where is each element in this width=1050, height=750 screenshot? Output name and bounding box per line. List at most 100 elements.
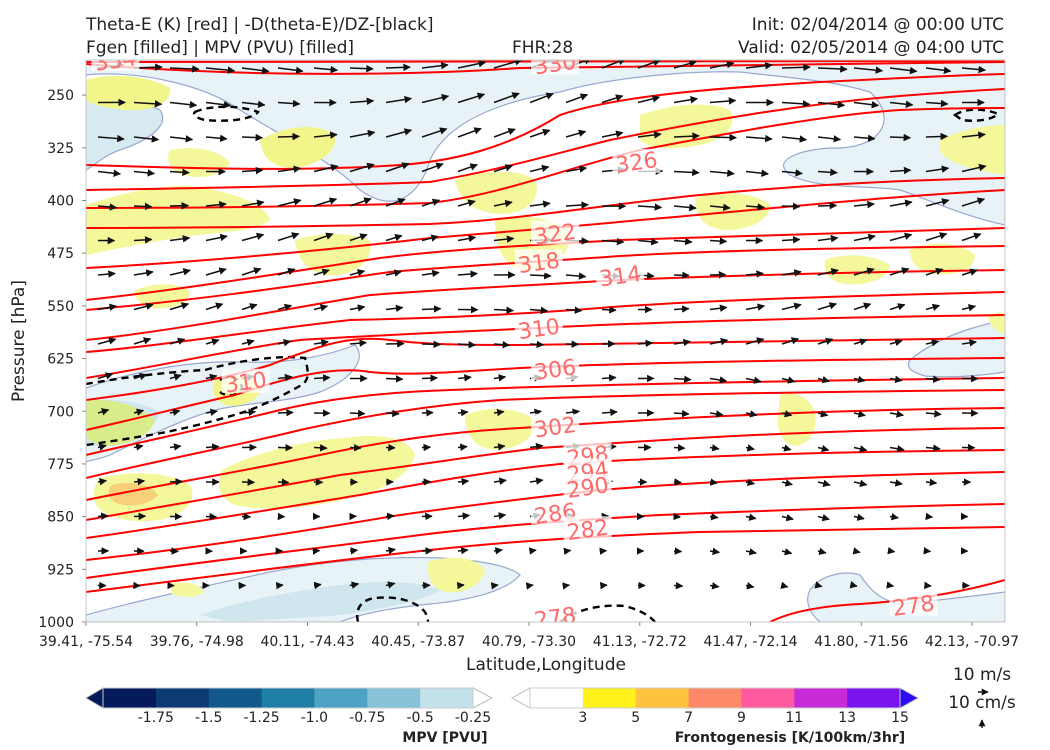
wind-vector	[886, 581, 895, 589]
wind-vector	[781, 376, 796, 384]
wind-vector	[709, 169, 735, 177]
wind-vector	[457, 60, 487, 69]
wind-vector	[169, 302, 190, 311]
fgen-region	[86, 75, 171, 111]
x-axis-label: Latitude,Longitude	[466, 655, 626, 675]
wind-vector	[781, 100, 811, 108]
wind-vector	[853, 479, 868, 488]
wind-vector	[205, 100, 232, 109]
wind-vector	[853, 410, 866, 418]
wind-vector	[709, 60, 735, 69]
fgen-colorbar-label: Frontogenesis [K/100km/3hr]	[675, 730, 905, 746]
mpv-colorbar-label: MPV [PVU]	[402, 730, 487, 746]
wind-vector	[349, 269, 366, 277]
wind-vector	[565, 165, 588, 173]
fgen-region	[910, 243, 975, 275]
fgen-colorbar-bin	[847, 688, 901, 708]
wind-vector	[205, 338, 220, 346]
wind-vector	[313, 65, 339, 74]
x-tick-label: 41.47, -72.14	[703, 634, 797, 650]
wind-vector	[385, 197, 406, 207]
wind-vector	[313, 581, 322, 590]
wind-vector	[421, 234, 439, 242]
stability-contour	[952, 108, 1001, 122]
wind-vector	[97, 478, 108, 486]
x-axis: 39.41, -75.54 39.76, -74.98 40.11, -74.43 4…	[39, 622, 1019, 650]
wind-vector	[313, 197, 338, 207]
wind-vector	[849, 581, 858, 589]
x-tick-label: 40.45, -73.87	[371, 634, 465, 650]
wind-vector	[673, 203, 697, 212]
wind-vector	[493, 547, 503, 555]
contour-label-bg	[531, 60, 580, 75]
contour-label-bg	[531, 220, 580, 245]
wind-vector	[709, 203, 731, 212]
wind-vector	[493, 408, 505, 417]
wind-vector	[817, 302, 838, 311]
wind-vector	[781, 548, 793, 556]
wind-vector	[817, 479, 831, 487]
fgen-colorbar-tick: 3	[578, 710, 587, 726]
valid-time: Valid: 02/05/2014 @ 04:00 UTC	[738, 38, 1004, 58]
wind-vector	[457, 234, 477, 243]
wind-vector	[277, 132, 300, 141]
wind-vector	[781, 269, 802, 277]
theta-e-line	[86, 61, 1005, 75]
wind-vector	[349, 339, 368, 347]
mpv-colorbar-extend-right	[472, 687, 494, 709]
y-axis: 250 325 400 475 550 625 700 775 850 925 1000	[38, 88, 86, 631]
y-tick-label: 925	[47, 562, 74, 578]
wind-vector	[97, 270, 116, 278]
wind-vector	[565, 408, 581, 416]
y-tick-label: 325	[47, 141, 74, 157]
wind-vector	[313, 444, 328, 452]
wind-vector	[817, 201, 838, 210]
mpv-colorbar-tick: -1.5	[195, 710, 222, 726]
wind-vector	[889, 166, 912, 175]
wind-vector	[97, 443, 107, 451]
theta-e-line	[86, 526, 1005, 593]
wind-vector	[205, 200, 227, 209]
contour-label: 282	[565, 515, 610, 546]
mpv-colorbar-bin	[261, 688, 315, 708]
wind-vector	[889, 66, 918, 75]
wind-vector	[241, 100, 266, 108]
theta-e-line	[86, 314, 1005, 379]
wind-vector	[385, 409, 400, 418]
wind-vector	[637, 95, 661, 104]
wind-vector	[313, 268, 330, 276]
y-tick-label: 700	[47, 404, 74, 420]
mpv-colorbar-tick: -0.25	[455, 710, 491, 726]
wind-vector	[97, 203, 118, 211]
wind-vector	[529, 92, 554, 104]
wind-vector	[745, 548, 757, 556]
fgen-colorbar-tick: 13	[838, 710, 856, 726]
wind-vector	[493, 199, 513, 208]
wind-vector	[241, 303, 258, 311]
wind-vector	[133, 269, 154, 277]
mpv-colorbar-bin	[208, 688, 263, 708]
wind-vector	[493, 374, 507, 382]
wind-vector	[925, 198, 950, 207]
contour-label: 322	[533, 220, 578, 251]
contour-label-bg	[531, 413, 580, 438]
contour-label: 290	[565, 473, 610, 504]
wind-vector	[565, 201, 589, 209]
forecast-hour: FHR:28	[512, 38, 574, 58]
wind-vector	[565, 93, 589, 104]
wind-vector	[637, 339, 654, 348]
wind-vector	[169, 337, 186, 345]
wind-vector	[277, 303, 293, 311]
wind-vector	[529, 408, 542, 417]
x-tick-label: 39.41, -75.54	[39, 634, 133, 650]
fgen-colorbar-bin	[741, 688, 795, 708]
theta-e-line	[86, 471, 1005, 561]
x-tick-label: 40.11, -74.43	[260, 634, 354, 650]
wind-vector	[385, 234, 403, 242]
wind-vector	[673, 271, 690, 280]
wind-vector	[133, 337, 152, 345]
wind-vector	[97, 169, 122, 177]
wind-vector	[133, 408, 145, 416]
wind-vector	[205, 373, 218, 382]
wind-vector	[457, 512, 471, 520]
